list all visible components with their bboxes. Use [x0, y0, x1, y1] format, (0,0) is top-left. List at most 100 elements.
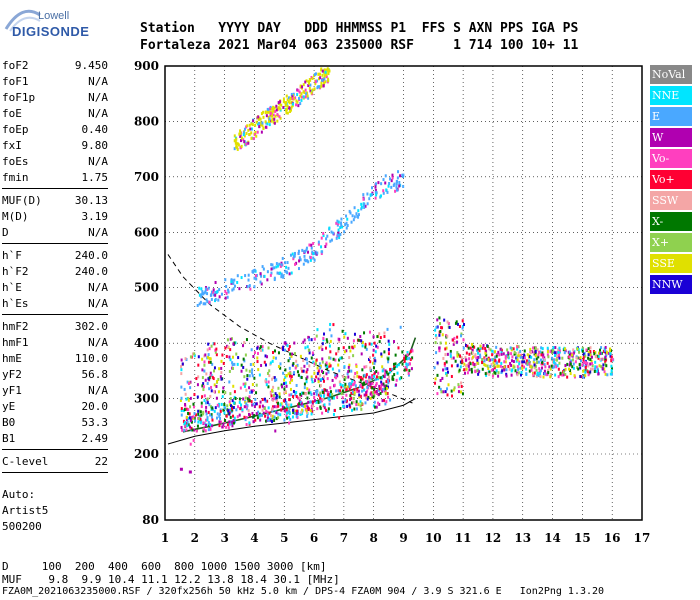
spread-f-point	[450, 356, 453, 360]
multi-hop-point	[277, 106, 280, 110]
multi-hop-point	[259, 123, 262, 127]
multi-hop-point	[390, 179, 393, 183]
spread-f-point	[547, 355, 550, 359]
spread-f-point	[284, 368, 287, 372]
spread-f-point	[285, 408, 288, 412]
param-separator	[2, 243, 108, 248]
spread-f-point	[572, 366, 575, 370]
o-trace-point	[355, 400, 358, 404]
param-row: D N/A	[2, 225, 108, 241]
param-value: 240.0	[74, 265, 108, 278]
spread-f-point	[321, 390, 324, 394]
spread-f-point	[277, 351, 280, 355]
o-trace-point	[229, 415, 232, 419]
o-trace-point	[290, 393, 293, 397]
y-tick-label: 900	[134, 59, 159, 73]
spread-f-point	[433, 366, 436, 370]
multi-hop-point	[226, 295, 229, 299]
multi-hop-point	[270, 267, 273, 271]
o-trace-point	[297, 405, 300, 409]
spread-f-point	[369, 366, 372, 370]
spread-f-point	[444, 390, 447, 394]
multi-hop-point	[275, 104, 278, 108]
o-trace-point	[387, 381, 390, 385]
spread-f-point	[454, 321, 457, 325]
o-trace-point	[371, 381, 374, 385]
spread-f-point	[257, 368, 260, 372]
spread-f-point	[363, 365, 366, 369]
o-trace-point	[318, 368, 321, 372]
multi-hop-point	[200, 293, 203, 297]
multi-hop-point	[353, 215, 356, 219]
o-trace-point	[377, 393, 380, 397]
multi-hop-point	[218, 295, 221, 299]
spread-f-point	[554, 346, 557, 350]
logo-word: Lowell	[38, 10, 70, 22]
grid	[165, 66, 642, 520]
o-trace-point	[407, 373, 410, 377]
spread-f-point	[189, 380, 192, 384]
o-trace-point	[204, 429, 207, 433]
spread-f-point	[547, 371, 550, 375]
spread-f-point	[528, 362, 531, 366]
o-trace-point	[200, 405, 203, 409]
o-trace-point	[196, 424, 199, 428]
spread-f-point	[528, 359, 531, 363]
spread-f-point	[373, 341, 376, 345]
multi-hop-point	[326, 67, 329, 71]
multi-hop-point	[337, 228, 340, 232]
o-trace-point	[231, 420, 234, 424]
multi-hop-point	[272, 120, 275, 124]
spread-f-point	[523, 353, 526, 357]
spread-f-point	[519, 366, 522, 370]
multi-hop-point	[204, 290, 207, 294]
multi-hop-point	[276, 119, 279, 123]
legend-item-noval: NoVal	[650, 65, 692, 84]
spread-f-point	[293, 411, 296, 415]
multi-hop-point	[264, 120, 267, 124]
spread-f-point	[271, 407, 274, 411]
param-name: hmF2	[2, 320, 29, 333]
spread-f-point	[436, 373, 439, 377]
param-value: 56.8	[81, 368, 109, 381]
spread-f-point	[293, 371, 296, 375]
spread-f-point	[485, 353, 488, 357]
spread-f-point	[516, 358, 519, 362]
o-trace-point	[223, 411, 226, 415]
spread-f-point	[479, 344, 482, 348]
o-trace-point	[209, 427, 212, 431]
spread-f-point	[295, 383, 298, 387]
spread-f-point	[584, 360, 587, 364]
spread-f-point	[554, 354, 557, 358]
spread-f-point	[445, 346, 448, 350]
spread-f-point	[523, 360, 526, 364]
multi-hop-point	[293, 254, 296, 258]
spread-f-point	[439, 330, 442, 334]
spread-f-point	[208, 347, 211, 351]
spread-f-point	[456, 322, 459, 326]
spread-f-point	[590, 360, 593, 364]
spread-f-point	[608, 349, 611, 353]
spread-f-point	[447, 322, 450, 326]
spread-f-point	[215, 347, 218, 351]
spread-f-point	[384, 391, 387, 395]
spread-f-point	[537, 360, 540, 364]
spread-f-point	[359, 404, 362, 408]
spread-f-point	[581, 346, 584, 350]
spread-f-point	[207, 353, 210, 357]
o-trace-point	[380, 387, 383, 391]
spread-f-point	[300, 376, 303, 380]
spread-f-point	[381, 399, 384, 403]
multi-hop-point	[260, 274, 263, 278]
multi-hop-point	[270, 111, 273, 115]
spread-f-point	[290, 375, 293, 379]
spread-f-point	[260, 348, 263, 352]
x-tick-label: 10	[425, 531, 442, 545]
multi-hop-point	[282, 97, 285, 101]
spread-f-point	[283, 341, 286, 345]
legend-item-ssw: SSW	[650, 191, 692, 210]
spread-f-point	[598, 348, 601, 352]
o-trace-point	[310, 412, 313, 416]
spread-f-point	[253, 405, 256, 409]
